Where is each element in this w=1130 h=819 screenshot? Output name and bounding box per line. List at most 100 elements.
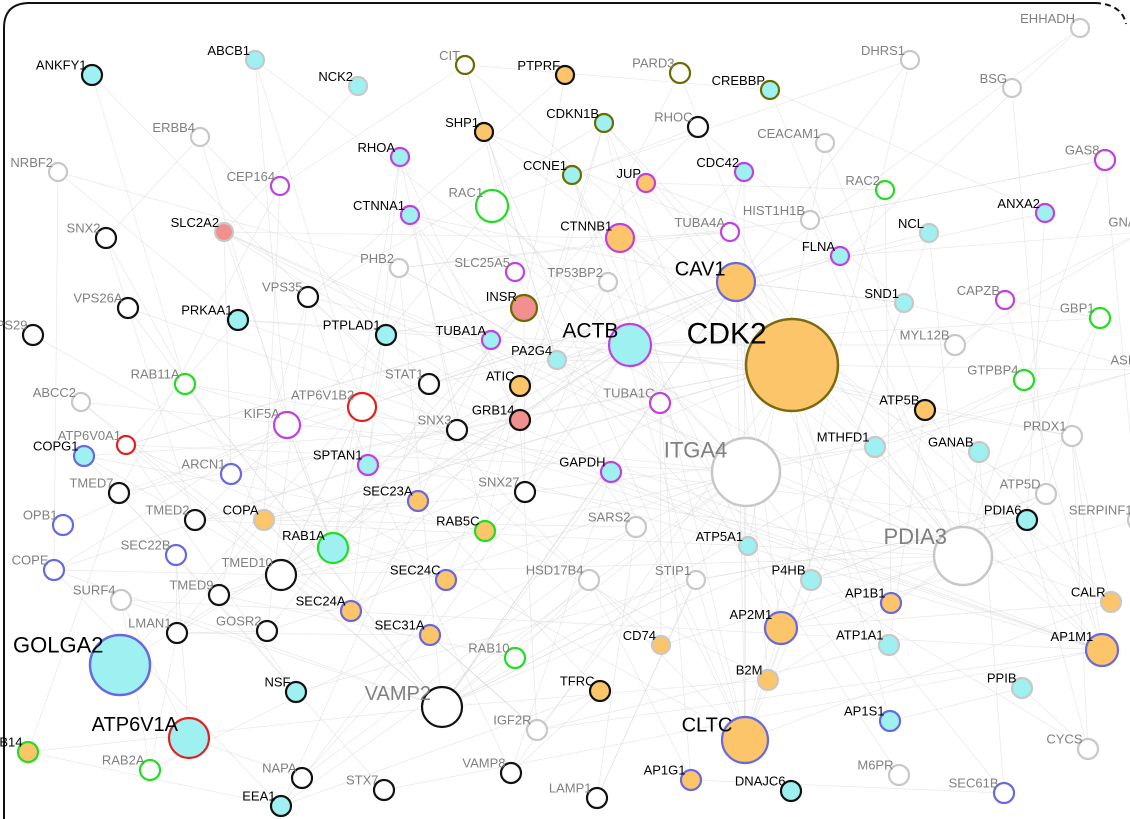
node: NAPA (262, 761, 314, 790)
node: COPE (12, 553, 66, 582)
node-label: SPTAN1 (313, 448, 363, 463)
node-circle (756, 668, 780, 692)
edge (519, 122, 605, 421)
node-label: COPG1 (33, 439, 79, 454)
node: CTNNA1 (353, 198, 421, 226)
node-label: ATP6V0A1 (58, 428, 121, 443)
edge (398, 231, 731, 269)
node-label: CTNNA1 (353, 198, 405, 213)
node-circle (339, 599, 363, 623)
node: RAB5C (436, 514, 497, 543)
node-circle (420, 685, 464, 729)
node-circle (650, 634, 672, 656)
node-label: RAB11A (131, 367, 180, 382)
node-label: AP1B1 (845, 586, 885, 601)
node: ATP5A1 (696, 529, 759, 557)
edge (735, 59, 911, 283)
node-label: FLNA (802, 239, 836, 254)
node-label: SEC61B (949, 776, 999, 791)
edge (91, 74, 186, 385)
node: PHB2 (360, 251, 410, 279)
edge (295, 579, 697, 693)
node: ARCN1 (181, 457, 243, 486)
node-label: ATP5D (1000, 477, 1041, 492)
edge (610, 471, 749, 547)
node-circle (1076, 737, 1100, 761)
node-circle (434, 568, 458, 592)
node-circle (80, 63, 104, 87)
node-label: ANXA2 (997, 196, 1040, 211)
edge (194, 519, 964, 557)
node-circle (932, 525, 994, 587)
edge (536, 644, 890, 731)
edge (398, 219, 811, 269)
edge (903, 302, 1130, 367)
node: SURF4 (73, 583, 133, 612)
node: RHOA (357, 140, 411, 168)
node-label: SEC24C (390, 563, 441, 578)
edge (223, 231, 964, 557)
edge (62, 424, 288, 526)
node-label: PTPLAD1 (323, 318, 381, 333)
edge (491, 126, 699, 207)
node-circle (874, 179, 896, 201)
node: PA2G4 (511, 343, 568, 371)
edge (791, 364, 1047, 495)
node: SPTAN1 (313, 448, 380, 477)
edge (1004, 237, 1130, 301)
node: SHP1 (445, 115, 495, 143)
node: VAMP2 (365, 683, 464, 729)
node-label: LAMP1 (549, 781, 592, 796)
edge (659, 402, 662, 646)
node: RAB1A (282, 528, 350, 565)
node-circle (799, 209, 821, 231)
node: CCNE1 (523, 158, 583, 186)
edge (735, 212, 1046, 283)
node: PTPRF (517, 58, 576, 86)
node-circle (994, 289, 1016, 311)
node: ATP6V1A (92, 714, 211, 760)
node-circle (417, 372, 441, 396)
node: TMED9 (169, 578, 231, 607)
node-circle (597, 271, 619, 293)
edge (32, 334, 746, 741)
node-circle (508, 374, 532, 398)
edge (791, 364, 1130, 371)
node-label: TP53BP2 (547, 265, 603, 280)
edge (629, 344, 1073, 437)
node: KIF5A (244, 406, 302, 440)
node-circle (70, 391, 92, 413)
edge (280, 555, 964, 576)
edge (744, 446, 876, 741)
node: GOLGA2 (13, 633, 152, 697)
node-circle (918, 222, 940, 244)
node-label: SEC22B (121, 538, 171, 553)
edge (441, 471, 612, 708)
edge (456, 344, 631, 431)
edge (809, 159, 1106, 221)
node: TUBA1C (603, 386, 672, 415)
node-circle (648, 391, 672, 415)
node-circle (284, 680, 308, 704)
node-circle (107, 481, 131, 505)
node: ABCB1 (207, 43, 266, 71)
edge (697, 126, 905, 304)
edge (690, 779, 1005, 794)
node-circle (759, 79, 781, 101)
node-label: SARS2 (588, 510, 631, 525)
node: VPS26A (73, 291, 140, 320)
edge (409, 214, 521, 421)
edge (519, 122, 605, 387)
node-circle (51, 513, 75, 537)
node-circle (863, 435, 887, 459)
edge (874, 373, 1130, 448)
node-circle (733, 161, 755, 183)
edge (280, 530, 486, 576)
node-label: ATP1A1 (836, 628, 883, 643)
edge (924, 409, 1103, 651)
node-circle (389, 146, 411, 168)
edge (441, 281, 737, 708)
node: HSD17B4 (526, 563, 601, 592)
node-label: SERPINF1 (1069, 503, 1130, 518)
